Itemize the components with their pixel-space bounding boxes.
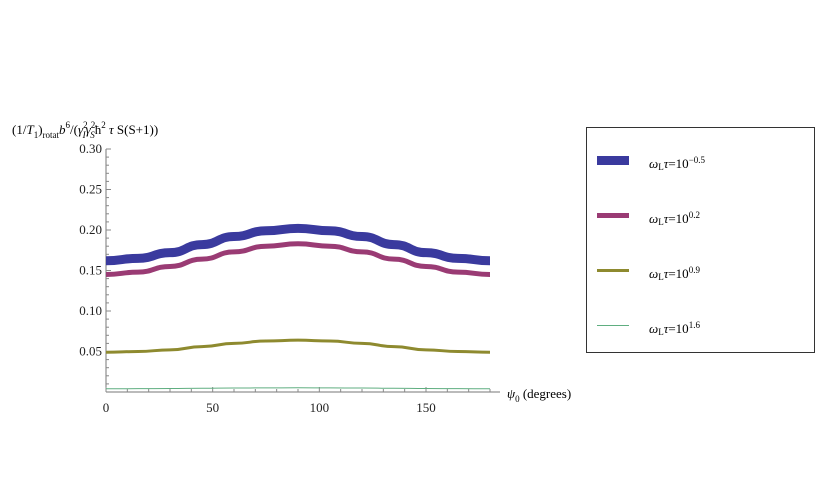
y-tick-label: 0.20 (79, 222, 102, 237)
legend-item: ωLτ=100.2 (587, 205, 814, 227)
series-line-2 (105, 338, 491, 354)
axes: 0.05 0.10 0.15 0.20 0.25 0.30 0 50 100 150 (79, 141, 500, 415)
legend-item: ωLτ=101.6 (587, 315, 814, 337)
legend-label: ωLτ=101.6 (649, 320, 700, 337)
y-axis-label: (1/T1)rotatb6/(γ2 Iγ2 Sħ2 τ S(S+1)) (12, 120, 158, 140)
series-line-0 (105, 223, 491, 266)
x-tick-label: 0 (103, 400, 110, 415)
legend-label: ωLτ=10−0.5 (649, 155, 706, 172)
legend-swatch (597, 268, 629, 272)
series-line-3 (105, 387, 491, 390)
legend-swatch (597, 155, 629, 165)
x-tick-label: 100 (310, 400, 330, 415)
y-tick-label: 0.15 (79, 263, 102, 278)
legend-item: ωLτ=10−0.5 (587, 150, 814, 172)
y-tick-label: 0.25 (79, 182, 102, 197)
legend-item: ωLτ=100.9 (587, 260, 814, 282)
svg-text:ψ0 (degrees): ψ0 (degrees) (507, 386, 571, 404)
legend-swatch (597, 212, 629, 218)
x-tick-label: 150 (416, 400, 436, 415)
series-layer (105, 223, 491, 390)
x-axis-label: ψ0 (degrees) (507, 386, 571, 404)
x-tick-label: 50 (206, 400, 219, 415)
y-tick-label: 0.10 (79, 303, 102, 318)
legend-label: ωLτ=100.9 (649, 265, 700, 282)
legend-label: ωLτ=100.2 (649, 210, 700, 227)
y-tick-label: 0.05 (79, 344, 102, 359)
y-tick-label: 0.30 (79, 141, 102, 156)
legend: ωLτ=10−0.5 ωLτ=100.2 ωLτ=100.9 ωLτ=101.6 (586, 127, 815, 353)
legend-swatch (597, 324, 629, 326)
series-line-1 (105, 241, 491, 278)
